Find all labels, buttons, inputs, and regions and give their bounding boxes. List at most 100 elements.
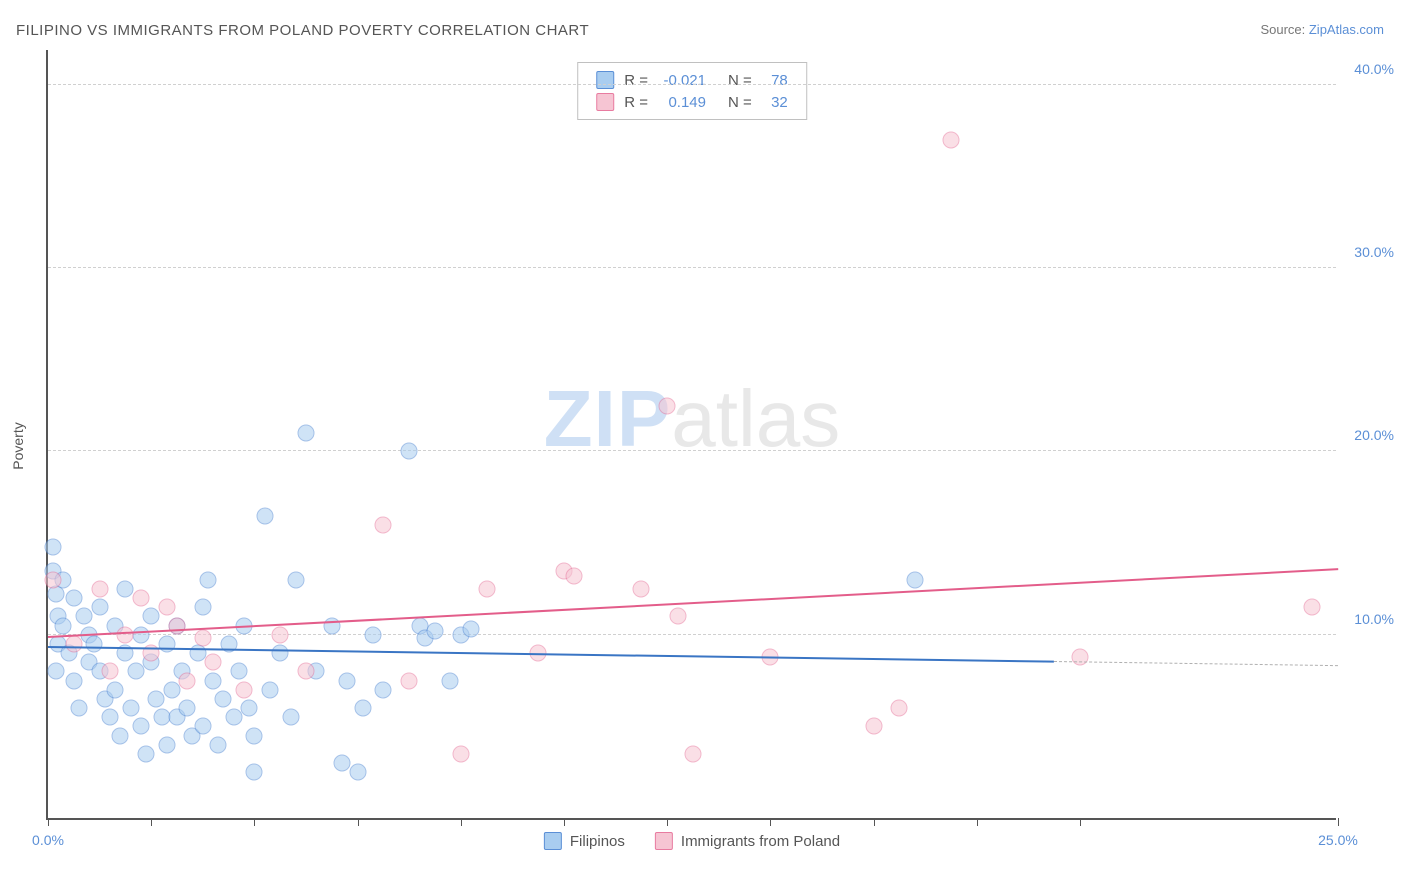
- watermark-zip: ZIP: [544, 374, 671, 463]
- data-point: [189, 645, 206, 662]
- data-point: [101, 663, 118, 680]
- legend-r-value: 0.149: [658, 94, 706, 111]
- data-point: [210, 736, 227, 753]
- xtick: [564, 818, 565, 826]
- xtick: [977, 818, 978, 826]
- data-point: [132, 590, 149, 607]
- data-point: [215, 690, 232, 707]
- xtick-label: 25.0%: [1318, 832, 1358, 848]
- xtick: [1080, 818, 1081, 826]
- data-point: [132, 718, 149, 735]
- data-point: [349, 764, 366, 781]
- gridline: [48, 450, 1336, 451]
- ytick-label: 10.0%: [1344, 611, 1394, 627]
- source-link[interactable]: ZipAtlas.com: [1309, 22, 1384, 37]
- data-point: [205, 672, 222, 689]
- legend-n-value: 32: [762, 94, 788, 111]
- gridline: [48, 267, 1336, 268]
- data-point: [272, 626, 289, 643]
- data-point: [298, 663, 315, 680]
- data-point: [463, 621, 480, 638]
- data-point: [86, 635, 103, 652]
- source-attribution: Source: ZipAtlas.com: [1260, 22, 1384, 37]
- data-point: [153, 709, 170, 726]
- data-point: [65, 635, 82, 652]
- data-point: [70, 700, 87, 717]
- data-point: [943, 131, 960, 148]
- data-point: [669, 608, 686, 625]
- xtick: [1338, 818, 1339, 826]
- chart-title: FILIPINO VS IMMIGRANTS FROM POLAND POVER…: [16, 22, 589, 39]
- xtick: [874, 818, 875, 826]
- data-point: [1072, 648, 1089, 665]
- data-point: [365, 626, 382, 643]
- data-point: [272, 645, 289, 662]
- data-point: [65, 672, 82, 689]
- source-prefix: Source:: [1260, 22, 1308, 37]
- data-point: [261, 681, 278, 698]
- ytick-label: 20.0%: [1344, 427, 1394, 443]
- legend-r-value: -0.021: [658, 72, 706, 89]
- watermark-atlas: atlas: [671, 374, 840, 463]
- xtick-label: 0.0%: [32, 832, 64, 848]
- data-point: [112, 727, 129, 744]
- data-point: [236, 681, 253, 698]
- ytick-label: 40.0%: [1344, 61, 1394, 77]
- data-point: [427, 623, 444, 640]
- y-axis-label: Poverty: [10, 422, 26, 469]
- data-point: [117, 626, 134, 643]
- legend-swatch: [596, 93, 614, 111]
- data-point: [55, 617, 72, 634]
- data-point: [354, 700, 371, 717]
- data-point: [298, 425, 315, 442]
- series-legend: Filipinos Immigrants from Poland: [544, 832, 840, 850]
- data-point: [339, 672, 356, 689]
- data-point: [452, 745, 469, 762]
- data-point: [194, 718, 211, 735]
- xtick: [151, 818, 152, 826]
- data-point: [101, 709, 118, 726]
- data-point: [401, 672, 418, 689]
- xtick: [770, 818, 771, 826]
- data-point: [375, 516, 392, 533]
- data-point: [282, 709, 299, 726]
- data-point: [194, 599, 211, 616]
- data-point: [122, 700, 139, 717]
- legend-r-label: R =: [624, 94, 648, 111]
- data-point: [401, 443, 418, 460]
- data-point: [891, 700, 908, 717]
- data-point: [323, 617, 340, 634]
- legend-n-label: N =: [728, 72, 752, 89]
- data-point: [478, 580, 495, 597]
- data-point: [47, 663, 64, 680]
- trendline-extrapolated: [1054, 661, 1338, 666]
- ytick-label: 30.0%: [1344, 244, 1394, 260]
- data-point: [1304, 599, 1321, 616]
- legend-item: Immigrants from Poland: [655, 832, 840, 850]
- data-point: [230, 663, 247, 680]
- data-point: [865, 718, 882, 735]
- legend-r-label: R =: [624, 72, 648, 89]
- data-point: [287, 571, 304, 588]
- data-point: [194, 630, 211, 647]
- legend-swatch: [544, 832, 562, 850]
- legend-item: Filipinos: [544, 832, 625, 850]
- legend-n-label: N =: [728, 94, 752, 111]
- data-point: [906, 571, 923, 588]
- data-point: [148, 690, 165, 707]
- data-point: [246, 764, 263, 781]
- data-point: [91, 580, 108, 597]
- data-point: [132, 626, 149, 643]
- gridline: [48, 634, 1336, 635]
- xtick: [48, 818, 49, 826]
- data-point: [375, 681, 392, 698]
- data-point: [256, 507, 273, 524]
- legend-n-value: 78: [762, 72, 788, 89]
- legend-row: R = 0.149 N = 32: [596, 91, 788, 113]
- data-point: [117, 580, 134, 597]
- correlation-legend: R = -0.021 N = 78 R = 0.149 N = 32: [577, 62, 807, 120]
- data-point: [143, 608, 160, 625]
- xtick: [667, 818, 668, 826]
- data-point: [241, 700, 258, 717]
- data-point: [138, 745, 155, 762]
